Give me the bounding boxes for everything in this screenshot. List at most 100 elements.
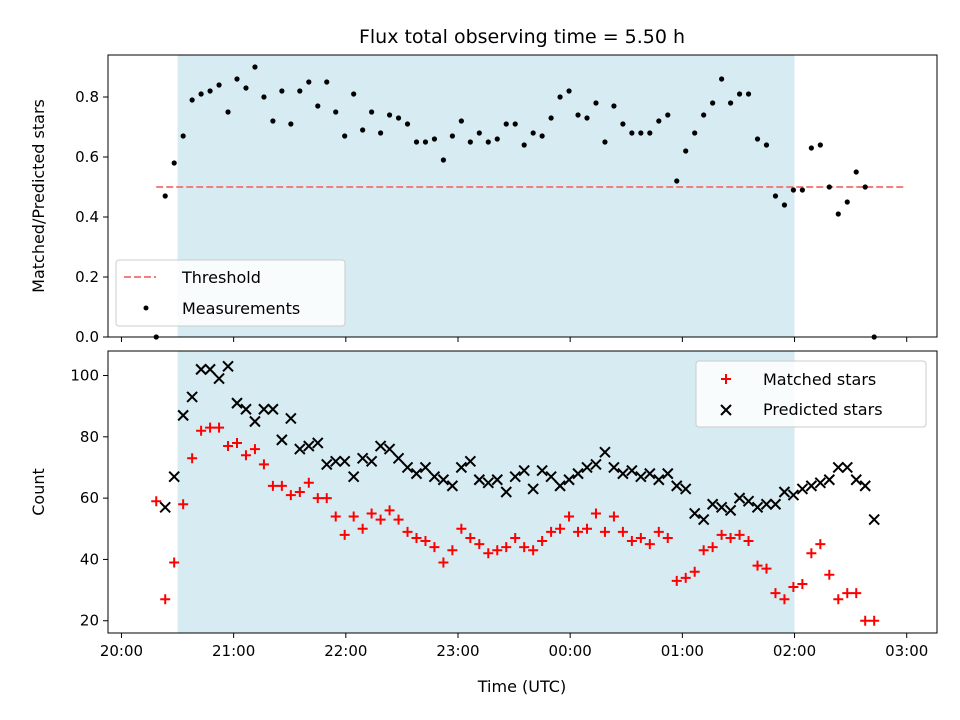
predicted-star-point: [482, 477, 494, 489]
measurement-point: [171, 160, 177, 166]
matched-star-point: [707, 542, 718, 553]
predicted-star-point: [635, 470, 647, 483]
measurement-point: [225, 109, 231, 115]
measurement-point: [467, 139, 473, 145]
measurement-point: [736, 91, 743, 97]
measurement-point: [234, 76, 240, 82]
legend-predicted-label: Predicted stars: [763, 400, 883, 419]
measurement-point: [458, 118, 464, 124]
predicted-star-point: [644, 467, 656, 480]
predicted-star-point: [419, 461, 432, 474]
matched-star-point: [330, 511, 341, 522]
predicted-star-point: [446, 480, 459, 492]
predicted-star-point: [213, 372, 225, 385]
measurement-point: [431, 136, 438, 142]
legend-box-lower: [695, 360, 927, 428]
predicted-star-point: [356, 452, 369, 464]
measurement-point: [494, 136, 500, 142]
matched-star-point: [599, 526, 610, 537]
predicted-star-point: [338, 455, 351, 468]
matched-star-point: [519, 542, 530, 553]
measurement-point: [611, 103, 617, 109]
matched-star-point: [366, 508, 377, 519]
matched-star-point: [151, 496, 162, 507]
measurement-point: [413, 139, 420, 145]
measurement-point: [503, 121, 509, 127]
predicted-star-point: [464, 455, 477, 468]
matched-star-point: [564, 511, 575, 522]
measurement-point: [315, 103, 321, 109]
measurement-point: [790, 187, 797, 193]
matched-star-point: [456, 523, 467, 534]
ratio-panel: 0.00.20.40.60.8 Matched/Predicted stars …: [29, 54, 938, 346]
matched-star-point: [357, 523, 368, 534]
measurement-point: [530, 130, 536, 136]
predicted-star-point: [410, 467, 423, 480]
matched-star-point: [716, 529, 727, 540]
predicted-star-point: [491, 474, 503, 486]
observing-window-shade-lower: [177, 351, 795, 633]
matched-star-point: [662, 532, 673, 543]
predicted-star-point: [249, 415, 261, 428]
measurement-point: [620, 121, 626, 127]
matched-star-point: [223, 441, 234, 452]
matched-star-point: [734, 529, 745, 540]
measurement-point: [216, 82, 222, 88]
predicted-star-point: [662, 467, 674, 480]
chart-title: Flux total observing time = 5.50 h: [359, 26, 685, 48]
predicted-star-point: [688, 507, 701, 520]
matched-star-point: [447, 545, 458, 556]
matched-star-point: [815, 539, 826, 550]
x-tick-label: 01:00: [661, 642, 704, 660]
y-tick-label: 0.6: [75, 148, 99, 166]
measurement-point: [754, 136, 761, 142]
measurement-point: [333, 109, 339, 115]
matched-star-point: [384, 505, 395, 516]
matched-star-point: [860, 615, 871, 626]
measurement-point: [404, 121, 411, 127]
measurement-point: [763, 142, 770, 148]
predicted-star-point: [850, 474, 862, 486]
predicted-star-point: [500, 486, 512, 498]
y-tick-label: 60: [80, 489, 99, 507]
predicted-star-point: [383, 443, 396, 455]
measurement-point: [719, 76, 725, 82]
matched-star-point: [474, 539, 485, 550]
predicted-star-point: [706, 498, 719, 510]
measurement-point: [701, 112, 707, 118]
measurement-point: [324, 79, 330, 85]
matched-star-point: [178, 499, 189, 510]
predicted-star-point: [769, 498, 782, 510]
predicted-star-point: [374, 440, 387, 452]
matched-star-point: [240, 450, 251, 461]
y-tick-label: 80: [80, 428, 99, 446]
matched-star-point: [869, 615, 880, 626]
matched-star-point: [267, 480, 278, 491]
matched-star-point: [205, 422, 216, 433]
measurement-point: [243, 85, 249, 91]
y-tick-label: 0.0: [75, 328, 99, 346]
predicted-star-point: [159, 501, 171, 514]
predicted-star-point: [518, 464, 530, 477]
matched-star-point: [429, 542, 440, 553]
legend-box: [115, 259, 346, 327]
matched-star-point: [797, 578, 808, 589]
y-tick-label: 40: [80, 550, 99, 568]
predicted-star-point: [796, 483, 809, 495]
predicted-star-point: [428, 470, 441, 483]
legend-measurements-swatch: [143, 305, 149, 311]
measurement-point: [297, 88, 303, 94]
predicted-star-point: [832, 461, 844, 474]
predicted-star-point: [285, 412, 297, 425]
predicted-star-point: [590, 458, 602, 471]
y-tick-label: 20: [80, 612, 99, 630]
predicted-star-point: [509, 470, 521, 483]
measurement-point: [817, 142, 823, 148]
matched-star-point: [420, 536, 431, 547]
measurement-point: [440, 157, 447, 163]
measurement-point: [674, 178, 680, 184]
measurement-point: [727, 100, 734, 106]
predicted-star-point: [563, 474, 575, 486]
x-tick-label: 22:00: [324, 642, 367, 660]
